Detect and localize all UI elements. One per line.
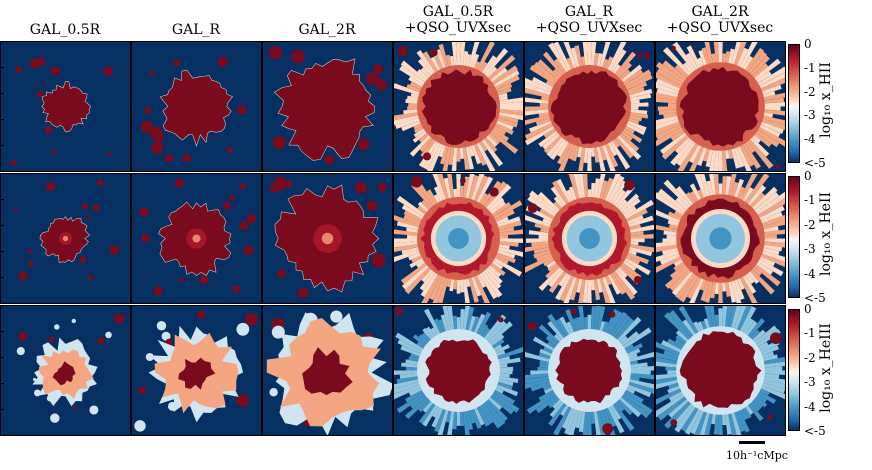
panel-r2-c2	[131, 173, 262, 304]
panel-image	[525, 174, 654, 303]
colorbar-tick-label: -3	[804, 242, 816, 257]
colorbar-tick-label: -4	[804, 266, 816, 281]
colorbar-title-row-2: log₁₀ x_HeII	[818, 192, 834, 276]
colorbar-tick-label: -3	[804, 108, 816, 123]
colorbar-tick-label: <-5	[804, 156, 826, 170]
panel-image	[656, 174, 785, 303]
panel-r1-c3	[262, 41, 393, 172]
axis-tick	[0, 331, 4, 332]
panel-image	[394, 42, 523, 171]
panel-image	[525, 306, 654, 435]
panel-image	[525, 42, 654, 171]
column-title-subtext: +QSO_UVXsec	[404, 20, 512, 36]
panel-r1-c6	[655, 41, 786, 172]
colorbar-tick-label: 0	[804, 302, 812, 316]
panel-r3-c6	[655, 305, 786, 436]
colorbar-row-1	[788, 44, 800, 163]
column-title-subtext: +QSO_UVXsec	[535, 20, 643, 36]
colorbar-tick-label: -3	[804, 375, 816, 390]
panel-image	[263, 306, 392, 435]
colorbar-tick-label: -1	[804, 60, 816, 75]
panel-image	[394, 306, 523, 435]
column-title-text: GAL_0.5R	[422, 4, 494, 20]
panel-r2-c4	[393, 173, 524, 304]
panel-image	[1, 42, 130, 171]
column-title-2: GAL_R	[131, 22, 261, 38]
axis-tick	[0, 199, 4, 200]
axis-tick	[0, 277, 4, 278]
colorbar-row-3	[788, 309, 800, 431]
panel-image	[263, 42, 392, 171]
colorbar-tick-label: 0	[804, 37, 812, 51]
panel-r2-c3	[262, 173, 393, 304]
panel-image	[1, 306, 130, 435]
colorbar-tick-label: 0	[804, 169, 812, 183]
column-title-text: GAL_R	[564, 4, 614, 20]
panel-image	[132, 42, 261, 171]
column-title-1: GAL_0.5R	[0, 22, 130, 38]
panel-r3-c1	[0, 305, 131, 436]
panel-image	[656, 306, 785, 435]
panel-r3-c4	[393, 305, 524, 436]
axis-tick	[0, 93, 4, 94]
scale-bar	[739, 441, 765, 444]
panel-r3-c3	[262, 305, 393, 436]
column-title-subtext: +QSO_UVXsec	[666, 20, 774, 36]
panel-r3-c5	[524, 305, 655, 436]
colorbar-tick-label: -4	[804, 399, 816, 414]
axis-tick	[0, 225, 4, 226]
colorbar-tick-label: -2	[804, 350, 816, 365]
panel-r3-c2	[131, 305, 262, 436]
panel-r1-c1	[0, 41, 131, 172]
colorbar-tick-label: <-5	[804, 291, 826, 305]
column-title-text: GAL_2R	[691, 4, 749, 20]
panel-r1-c2	[131, 41, 262, 172]
colorbar-title-row-1: log₁₀ x_HII	[818, 62, 834, 138]
panel-r2-c5	[524, 173, 655, 304]
axis-tick	[0, 409, 4, 410]
colorbar-row-2	[788, 176, 800, 298]
colorbar-tick-label: <-5	[804, 424, 826, 438]
column-title-text: GAL_0.5R	[29, 22, 101, 38]
axis-tick	[0, 383, 4, 384]
axis-tick	[0, 357, 4, 358]
colorbar-tick-label: -2	[804, 217, 816, 232]
column-title-text: GAL_R	[171, 22, 221, 38]
axis-tick	[0, 145, 4, 146]
colorbar-tick-label: -1	[804, 326, 816, 341]
column-title-6: GAL_2R +QSO_UVXsec	[655, 4, 785, 36]
column-title-4: GAL_0.5R +QSO_UVXsec	[393, 4, 523, 36]
colorbar-tick-label: -2	[804, 84, 816, 99]
colorbar-tick-label: -4	[804, 132, 816, 147]
panel-r2-c6	[655, 173, 786, 304]
scale-bar-label: 10h⁻¹cMpc	[726, 449, 788, 462]
column-title-3: GAL_2R	[262, 22, 392, 38]
colorbar-title-row-3: log₁₀ x_HeIII	[818, 323, 834, 413]
axis-tick	[0, 119, 4, 120]
panel-r1-c4	[393, 41, 524, 172]
panel-image	[656, 42, 785, 171]
panel-image	[132, 174, 261, 303]
panel-image	[263, 174, 392, 303]
column-title-5: GAL_R +QSO_UVXsec	[524, 4, 654, 36]
panel-r2-c1	[0, 173, 131, 304]
colorbar-tick-label: -1	[804, 193, 816, 208]
axis-tick	[0, 67, 4, 68]
panel-image	[394, 174, 523, 303]
panel-image	[132, 306, 261, 435]
panel-image	[1, 174, 130, 303]
axis-tick	[0, 251, 4, 252]
panel-r1-c5	[524, 41, 655, 172]
column-title-text: GAL_2R	[298, 22, 356, 38]
